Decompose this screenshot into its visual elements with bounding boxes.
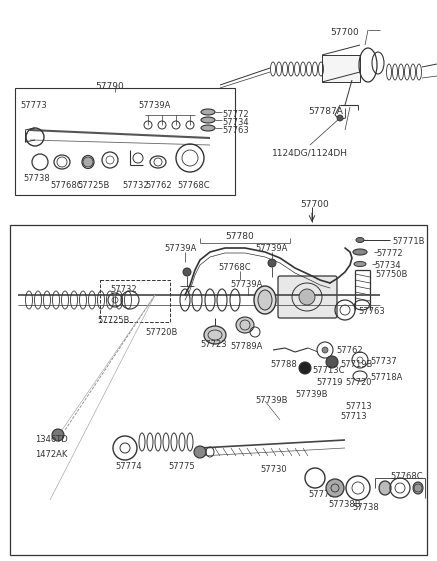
Text: 57768C: 57768C [177,181,210,190]
Text: 57789A: 57789A [230,342,262,351]
Circle shape [183,268,191,276]
Ellipse shape [356,237,364,242]
Text: 57768C: 57768C [390,472,423,481]
Ellipse shape [204,326,226,344]
Text: 57718A: 57718A [370,373,402,382]
Text: 57788: 57788 [270,360,297,369]
Text: 57771B: 57771B [392,237,424,246]
Circle shape [83,157,93,167]
Text: 57762: 57762 [145,181,172,190]
Ellipse shape [354,261,366,266]
Ellipse shape [201,117,215,123]
Text: 57780: 57780 [225,232,254,241]
Text: 57772: 57772 [222,110,249,119]
Text: 57738: 57738 [352,503,379,512]
Text: 1124DG/1124DH: 1124DG/1124DH [272,148,348,157]
Text: 57720B: 57720B [145,328,177,337]
Text: 57720: 57720 [345,378,371,387]
Text: 57734: 57734 [222,118,249,127]
Bar [100,280,170,322]
Text: 57739A: 57739A [230,280,262,289]
Text: 57739B: 57739B [295,390,327,399]
Text: 57772: 57772 [376,249,402,258]
Text: 57719B: 57719B [340,360,372,369]
Text: 57773: 57773 [20,101,47,110]
Ellipse shape [236,317,254,333]
Ellipse shape [201,125,215,131]
Text: 57725B: 57725B [97,316,129,325]
Ellipse shape [201,109,215,115]
Circle shape [326,356,338,368]
Text: 57732: 57732 [122,181,149,190]
Ellipse shape [254,286,276,314]
Text: 57762: 57762 [336,346,363,355]
Text: 1472AK: 1472AK [35,450,67,459]
Bar [15,88,235,195]
Text: 57713: 57713 [345,402,371,411]
Circle shape [52,429,64,441]
Circle shape [268,259,276,267]
Ellipse shape [413,482,423,494]
Circle shape [299,289,315,305]
Text: 57768C: 57768C [50,181,83,190]
Text: 57768C: 57768C [218,263,251,272]
Circle shape [337,115,343,121]
Text: 57763: 57763 [358,307,385,316]
Circle shape [194,446,206,458]
Text: 57725B: 57725B [77,181,109,190]
Text: 57730: 57730 [260,465,287,474]
Text: 57774: 57774 [115,462,142,471]
Text: 57738: 57738 [23,174,50,183]
Text: 57713C: 57713C [312,366,344,375]
Text: 57700: 57700 [300,200,329,209]
Text: 57723: 57723 [200,340,227,349]
Text: 57739A: 57739A [138,101,170,110]
Text: 57700: 57700 [330,28,359,37]
Text: 57773: 57773 [308,490,335,499]
Text: 57763: 57763 [222,126,249,135]
Text: 57732: 57732 [110,285,137,294]
Text: 1346TD: 1346TD [35,435,68,444]
Text: 57775: 57775 [168,462,194,471]
Ellipse shape [379,481,391,495]
FancyBboxPatch shape [278,276,337,318]
FancyBboxPatch shape [322,55,360,82]
Text: 57787A: 57787A [308,107,343,116]
Text: 57738B: 57738B [328,500,361,509]
Text: 57719: 57719 [316,378,343,387]
Circle shape [322,347,328,353]
Text: 57734: 57734 [374,261,401,270]
Bar [10,225,427,555]
Text: 57790: 57790 [95,82,124,91]
Text: 57713: 57713 [340,412,367,421]
Ellipse shape [258,290,272,310]
Text: 57739B: 57739B [255,396,288,405]
Text: 57750B: 57750B [375,270,407,279]
Text: 57737: 57737 [370,357,397,366]
Circle shape [299,362,311,374]
Text: 57739A: 57739A [255,244,288,253]
Text: 57739A: 57739A [164,244,196,253]
Ellipse shape [353,249,367,255]
Circle shape [326,479,344,497]
